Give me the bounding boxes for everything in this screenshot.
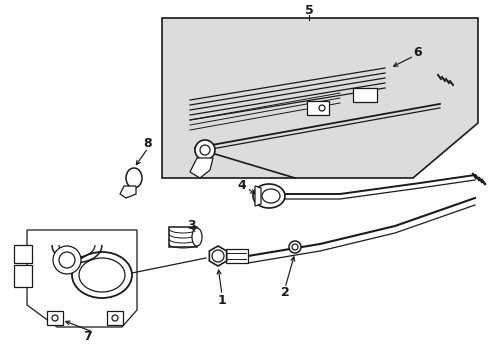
Circle shape bbox=[212, 250, 224, 262]
Text: 3: 3 bbox=[187, 219, 196, 231]
Circle shape bbox=[195, 140, 215, 160]
Polygon shape bbox=[190, 158, 213, 178]
Circle shape bbox=[112, 315, 118, 321]
Ellipse shape bbox=[262, 189, 280, 203]
Ellipse shape bbox=[252, 184, 285, 208]
Circle shape bbox=[318, 105, 325, 111]
Text: 8: 8 bbox=[143, 136, 152, 149]
Bar bbox=[169, 227, 197, 247]
Polygon shape bbox=[120, 186, 136, 198]
Text: 4: 4 bbox=[237, 179, 246, 192]
Circle shape bbox=[200, 145, 209, 155]
Text: 2: 2 bbox=[280, 287, 289, 300]
Text: 5: 5 bbox=[304, 4, 313, 17]
Text: 1: 1 bbox=[217, 293, 226, 306]
Polygon shape bbox=[162, 18, 477, 178]
Text: 7: 7 bbox=[83, 330, 92, 343]
Bar bbox=[14, 265, 32, 287]
Bar bbox=[47, 311, 63, 325]
Text: 6: 6 bbox=[413, 45, 422, 59]
Bar bbox=[107, 311, 123, 325]
Bar bbox=[352, 88, 376, 102]
Ellipse shape bbox=[126, 168, 142, 188]
Circle shape bbox=[288, 241, 301, 253]
Polygon shape bbox=[209, 246, 226, 266]
Ellipse shape bbox=[72, 252, 132, 298]
Polygon shape bbox=[27, 230, 137, 327]
Circle shape bbox=[53, 246, 81, 274]
Bar bbox=[225, 249, 247, 263]
Circle shape bbox=[291, 244, 297, 250]
Bar bbox=[306, 101, 328, 115]
Circle shape bbox=[52, 315, 58, 321]
Polygon shape bbox=[254, 186, 261, 206]
Ellipse shape bbox=[79, 258, 125, 292]
Circle shape bbox=[59, 252, 75, 268]
Bar bbox=[14, 245, 32, 263]
Ellipse shape bbox=[192, 228, 202, 246]
